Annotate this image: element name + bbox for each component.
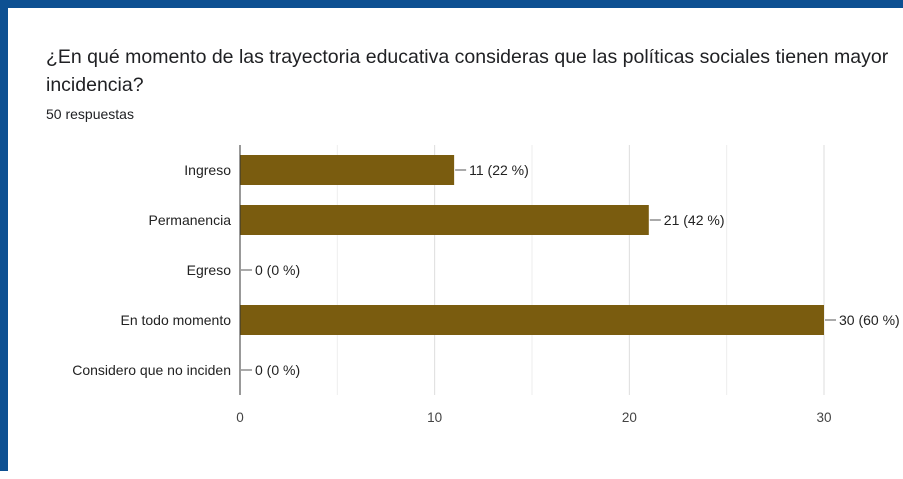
data-label: 0 (0 %) [255,362,300,378]
bar-chart: Ingreso 11 (22 %) Permanencia 21 (42 %) Egre… [72,145,900,425]
bar [240,155,455,185]
category-label: Egreso [187,262,232,278]
x-tick-label: 10 [427,410,442,425]
response-count: 50 respuestas [46,106,134,122]
category-label: Considero que no inciden [72,362,231,378]
category-label: Ingreso [184,162,231,178]
data-label: 11 (22 %) [469,162,529,178]
bar [240,205,649,235]
data-label: 0 (0 %) [255,262,300,278]
question-title: ¿En qué momento de las trayectoria educa… [46,46,889,96]
data-label: 21 (42 %) [664,212,725,228]
category-label: Permanencia [149,212,232,228]
data-label: 30 (60 %) [839,312,900,328]
x-tick-label: 20 [622,410,637,425]
x-tick-label: 30 [816,410,831,425]
bar [240,305,824,335]
x-tick-label: 0 [236,410,244,425]
category-label: En todo momento [120,312,231,328]
